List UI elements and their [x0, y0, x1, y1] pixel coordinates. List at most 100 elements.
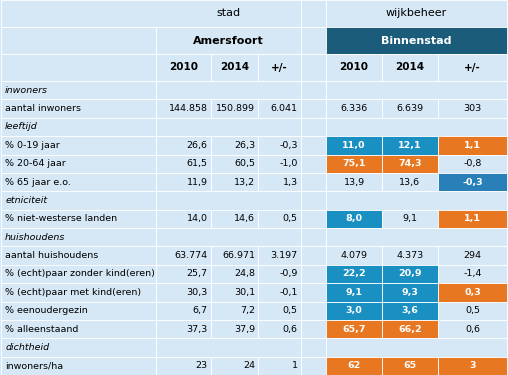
Bar: [258, 283, 301, 302]
Text: Binnenstad: Binnenstad: [382, 36, 452, 45]
Bar: [326, 302, 382, 320]
Bar: [156, 210, 211, 228]
Bar: [438, 136, 507, 154]
Bar: [382, 283, 438, 302]
Text: 12,1: 12,1: [398, 141, 422, 150]
Bar: [301, 302, 326, 320]
Bar: [326, 136, 382, 154]
Bar: [211, 136, 258, 154]
Bar: [301, 54, 326, 81]
Bar: [1, 302, 156, 320]
Text: 14,0: 14,0: [187, 214, 208, 223]
Bar: [301, 283, 326, 302]
Text: -0,8: -0,8: [463, 159, 482, 168]
Text: 25,7: 25,7: [187, 269, 208, 278]
Bar: [326, 81, 507, 99]
Bar: [156, 246, 211, 265]
Text: 9,1: 9,1: [402, 214, 418, 223]
Bar: [301, 136, 326, 154]
Bar: [326, 173, 382, 191]
Bar: [258, 265, 301, 283]
Text: 20,9: 20,9: [398, 269, 422, 278]
Text: -0,3: -0,3: [279, 141, 298, 150]
Bar: [382, 173, 438, 191]
Bar: [1, 154, 156, 173]
Text: inwoners: inwoners: [5, 86, 48, 94]
Text: 75,1: 75,1: [342, 159, 366, 168]
Bar: [326, 283, 382, 302]
Bar: [301, 27, 326, 54]
Bar: [326, 357, 382, 375]
Bar: [156, 154, 211, 173]
Text: leeftijd: leeftijd: [5, 122, 38, 131]
Bar: [326, 246, 382, 265]
Text: 7,2: 7,2: [240, 306, 255, 315]
Bar: [156, 118, 301, 136]
Text: 3,6: 3,6: [401, 306, 419, 315]
Text: aantal inwoners: aantal inwoners: [5, 104, 81, 113]
Bar: [301, 191, 326, 210]
Bar: [156, 320, 211, 338]
Bar: [326, 99, 382, 118]
Bar: [301, 81, 326, 99]
Text: 1,3: 1,3: [282, 178, 298, 187]
Text: 6.639: 6.639: [396, 104, 424, 113]
Bar: [326, 27, 507, 54]
Text: % 20-64 jaar: % 20-64 jaar: [5, 159, 66, 168]
Bar: [156, 302, 211, 320]
Bar: [438, 54, 507, 81]
Bar: [258, 154, 301, 173]
Bar: [382, 265, 438, 283]
Text: % 0-19 jaar: % 0-19 jaar: [5, 141, 60, 150]
Text: 65: 65: [403, 362, 417, 370]
Bar: [1, 210, 156, 228]
Bar: [438, 283, 507, 302]
Bar: [258, 320, 301, 338]
Text: 6.336: 6.336: [340, 104, 368, 113]
Bar: [301, 357, 326, 375]
Text: -1,4: -1,4: [463, 269, 482, 278]
Text: 2010: 2010: [339, 63, 369, 72]
Bar: [301, 265, 326, 283]
Text: 2014: 2014: [395, 63, 425, 72]
Text: 0,3: 0,3: [464, 288, 481, 297]
Bar: [301, 154, 326, 173]
Bar: [1, 27, 156, 54]
Text: 37,9: 37,9: [234, 324, 255, 334]
Text: 1: 1: [292, 362, 298, 370]
Text: Amersfoort: Amersfoort: [193, 36, 264, 45]
Text: % (echt)paar zonder kind(eren): % (echt)paar zonder kind(eren): [5, 269, 155, 278]
Text: 13,2: 13,2: [234, 178, 255, 187]
Text: 2014: 2014: [220, 63, 249, 72]
Bar: [301, 210, 326, 228]
Bar: [1, 320, 156, 338]
Text: 60,5: 60,5: [234, 159, 255, 168]
Bar: [1, 191, 156, 210]
Text: 13,6: 13,6: [399, 178, 421, 187]
Bar: [326, 118, 507, 136]
Bar: [382, 320, 438, 338]
Bar: [1, 228, 156, 246]
Text: 144.858: 144.858: [169, 104, 208, 113]
Bar: [438, 302, 507, 320]
Bar: [1, 136, 156, 154]
Text: 61,5: 61,5: [187, 159, 208, 168]
Text: % (echt)paar met kind(eren): % (echt)paar met kind(eren): [5, 288, 141, 297]
Text: wijkbeheer: wijkbeheer: [386, 9, 447, 18]
Bar: [301, 228, 326, 246]
Text: +/-: +/-: [464, 63, 481, 72]
Text: 65,7: 65,7: [342, 324, 366, 334]
Bar: [156, 99, 211, 118]
Text: stad: stad: [216, 9, 241, 18]
Text: 11,9: 11,9: [187, 178, 208, 187]
Text: 303: 303: [463, 104, 482, 113]
Bar: [301, 118, 326, 136]
Bar: [438, 99, 507, 118]
Text: aantal huishoudens: aantal huishoudens: [5, 251, 99, 260]
Bar: [258, 99, 301, 118]
Text: 63.774: 63.774: [175, 251, 208, 260]
Text: -0,3: -0,3: [462, 178, 483, 187]
Text: inwoners/ha: inwoners/ha: [5, 362, 63, 370]
Bar: [382, 246, 438, 265]
Text: 26,3: 26,3: [234, 141, 255, 150]
